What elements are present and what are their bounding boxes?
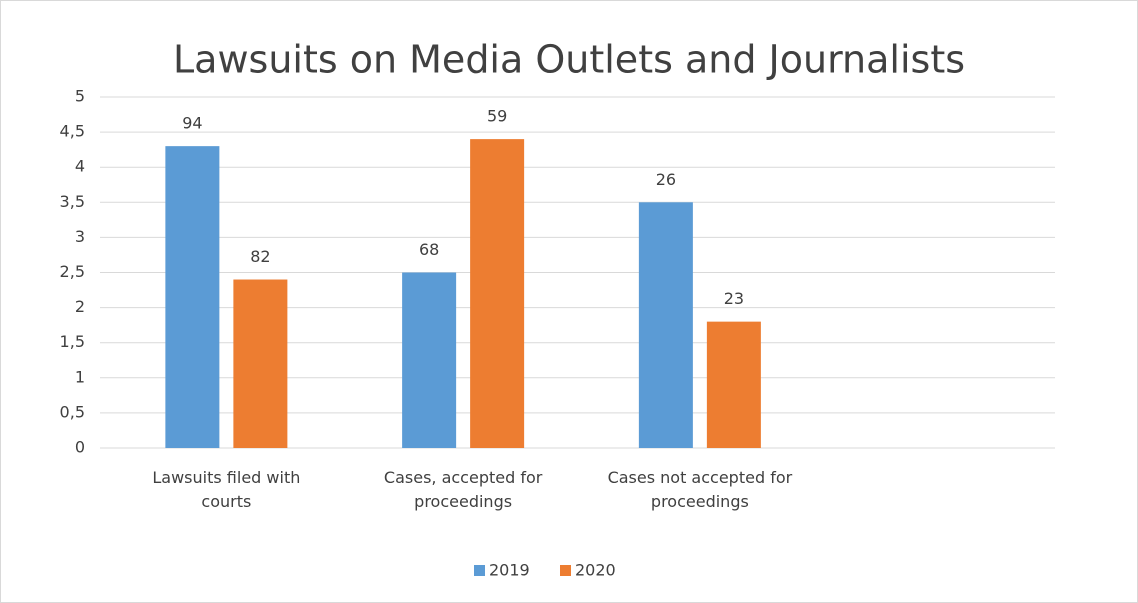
y-tick-label: 2 (75, 297, 85, 316)
legend-swatch (560, 565, 571, 576)
bar (402, 272, 457, 448)
y-tick-label: 1 (75, 367, 85, 386)
legend-label: 2019 (489, 561, 530, 580)
y-tick-label: 4 (75, 157, 85, 176)
y-tick-label: 3,5 (60, 192, 85, 211)
bar (233, 279, 288, 448)
data-label: 23 (724, 289, 744, 308)
y-tick-label: 0,5 (60, 402, 85, 421)
y-tick-label: 4,5 (60, 122, 85, 141)
data-label: 26 (656, 170, 676, 189)
chart-title: Lawsuits on Media Outlets and Journalist… (173, 38, 965, 82)
y-tick-label: 1,5 (60, 332, 85, 351)
legend-label: 2020 (575, 561, 616, 580)
y-tick-label: 2,5 (60, 262, 85, 281)
x-tick-label: Lawsuits filed with courts (152, 468, 301, 511)
bar (165, 146, 220, 448)
y-tick-label: 0 (75, 438, 85, 457)
x-tick-label: Cases, accepted for proceedings (383, 468, 543, 511)
legend-swatch (474, 565, 485, 576)
data-label: 94 (182, 114, 202, 133)
x-tick-label: Cases not accepted for proceedings (607, 468, 793, 511)
data-label: 68 (419, 240, 439, 259)
bar (470, 139, 525, 448)
bar (706, 321, 761, 448)
bar (638, 202, 693, 448)
data-label: 59 (487, 107, 507, 126)
y-tick-label: 3 (75, 227, 85, 246)
data-label: 82 (250, 247, 270, 266)
y-tick-label: 5 (75, 87, 85, 106)
